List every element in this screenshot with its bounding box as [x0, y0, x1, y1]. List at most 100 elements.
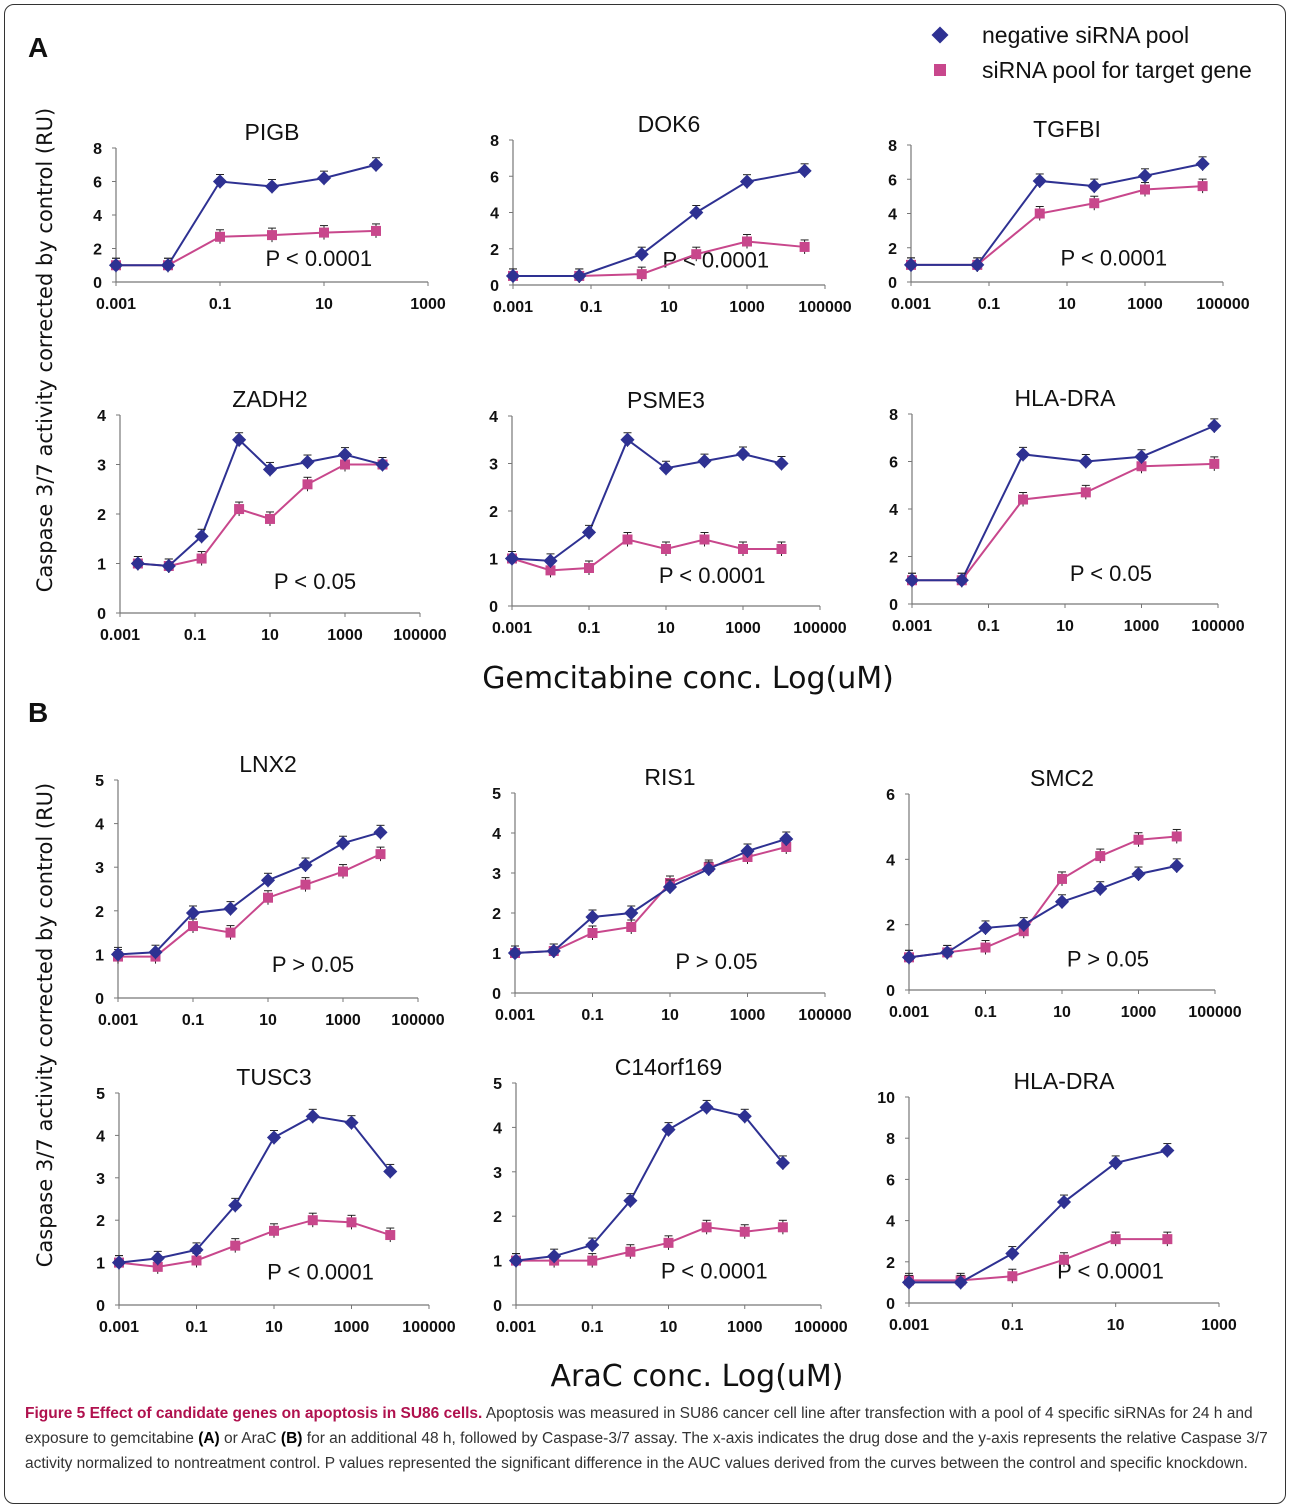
data-point-negative — [1093, 881, 1108, 896]
y-tick-label: 0 — [493, 1298, 502, 1315]
y-tick-label: 2 — [886, 918, 895, 935]
y-tick-label: 0 — [97, 606, 106, 623]
x-tick-label: 10 — [315, 296, 333, 313]
x-tick-label: 0.001 — [496, 1319, 536, 1336]
data-point-negative — [344, 1115, 359, 1130]
data-point-target — [230, 1240, 241, 1251]
data-point-negative — [940, 945, 955, 960]
caption-ref-a: (A) — [198, 1430, 220, 1447]
y-axis-label-a: Caspase 3/7 activity corrected by contro… — [33, 108, 57, 592]
y-tick-label: 1 — [97, 557, 106, 574]
data-point-negative — [185, 905, 201, 921]
x-tick-label: 10 — [261, 627, 279, 644]
data-point-target — [340, 459, 350, 470]
legend-target-marker — [934, 64, 946, 76]
y-tick-label: 4 — [886, 1214, 895, 1231]
data-point-negative — [970, 257, 985, 272]
data-point-negative — [130, 556, 145, 571]
legend: negative siRNA pool siRNA pool for targe… — [931, 22, 1252, 83]
legend-negative-marker — [931, 26, 949, 44]
data-point-target — [699, 534, 710, 545]
data-point-target — [691, 249, 702, 260]
panel-letter-b: B — [28, 697, 48, 728]
y-tick-label: 4 — [93, 208, 102, 225]
p-value-annotation: P < 0.0001 — [267, 1260, 374, 1285]
caption-ref-b: (B) — [280, 1430, 303, 1447]
subplot-tgfbi: 0 2 4 6 8 0.001 0.1 10 1000 100000 TGFBI P < 0.0001 — [888, 116, 1250, 313]
data-point-target — [375, 849, 386, 860]
x-tick-label: 100000 — [393, 627, 446, 644]
data-point-target — [188, 921, 198, 932]
series-line-target — [516, 1226, 783, 1262]
x-tick-label: 1000 — [730, 1007, 766, 1024]
y-tick-label: 4 — [886, 852, 895, 869]
y-tick-label: 6 — [490, 169, 499, 186]
data-point-negative — [150, 1251, 165, 1266]
data-point-negative — [1160, 1143, 1175, 1158]
data-point-target — [1136, 461, 1147, 472]
data-point-negative — [620, 432, 635, 447]
series-line-negative — [117, 831, 381, 956]
data-point-negative — [572, 268, 587, 284]
x-tick-label: 0.1 — [209, 296, 231, 313]
data-point-negative — [266, 1130, 282, 1145]
data-point-negative — [797, 163, 812, 178]
y-tick-label: 8 — [886, 1131, 895, 1148]
data-point-negative — [774, 456, 789, 471]
panel-letter-a: A — [28, 32, 48, 63]
x-tick-label: 0.1 — [580, 299, 602, 316]
data-point-negative — [546, 943, 561, 959]
y-tick-label: 1 — [96, 1256, 105, 1273]
data-point-negative — [316, 171, 332, 186]
data-point-negative — [1016, 917, 1031, 932]
series-line-negative — [137, 437, 383, 568]
y-tick-label: 1 — [493, 1254, 502, 1271]
y-tick-label: 2 — [95, 904, 104, 921]
y-tick-label: 6 — [888, 172, 897, 189]
series-line-negative — [912, 424, 1215, 582]
data-point-target — [1197, 181, 1208, 192]
data-point-negative — [194, 529, 209, 544]
data-point-negative — [623, 1193, 638, 1208]
data-point-negative — [1015, 447, 1031, 462]
x-tick-label: 10 — [661, 1007, 679, 1024]
p-value-annotation: P < 0.0001 — [659, 563, 766, 588]
data-point-negative — [1131, 866, 1146, 882]
x-tick-label: 10 — [1058, 296, 1076, 313]
y-tick-label: 2 — [93, 242, 102, 259]
y-tick-label: 5 — [96, 1086, 105, 1103]
data-point-target — [777, 1222, 788, 1233]
x-tick-label: 10 — [259, 1012, 277, 1029]
x-tick-label: 100000 — [793, 620, 846, 637]
y-tick-label: 4 — [493, 1120, 502, 1137]
x-tick-label: 0.1 — [977, 618, 999, 635]
y-tick-label: 4 — [95, 817, 104, 834]
data-point-negative — [953, 1275, 968, 1290]
x-axis-label-b: AraC conc. Log(uM) — [550, 1359, 843, 1394]
subplot-title: ZADH2 — [232, 386, 307, 412]
data-point-negative — [699, 1100, 714, 1115]
p-value-annotation: P > 0.05 — [272, 952, 354, 977]
y-tick-label: 5 — [492, 786, 501, 803]
subplot-psme3: 0 1 2 3 4 0.001 0.1 10 1000 100000 PSME3 P < 0.0001 — [489, 387, 847, 637]
data-point-negative — [228, 1198, 243, 1213]
data-point-negative — [775, 1155, 790, 1170]
data-point-negative — [189, 1242, 204, 1257]
data-point-target — [1089, 198, 1100, 209]
y-tick-label: 0 — [93, 275, 102, 292]
caption-title: Figure 5 Effect of candidate genes on ap… — [25, 1405, 483, 1422]
data-point-negative — [901, 1275, 917, 1290]
series-line-negative — [514, 838, 787, 954]
series-line-target — [912, 462, 1215, 582]
data-point-negative — [779, 831, 794, 847]
data-point-target — [319, 227, 329, 238]
data-point-target — [215, 231, 225, 242]
data-point-negative — [161, 558, 176, 574]
data-point-target — [776, 544, 787, 554]
data-point-target — [385, 1230, 396, 1241]
data-point-negative — [901, 950, 917, 965]
y-tick-label: 2 — [493, 1209, 502, 1226]
y-tick-label: 3 — [489, 457, 498, 474]
data-point-negative — [737, 1109, 752, 1124]
data-point-negative — [585, 909, 600, 925]
